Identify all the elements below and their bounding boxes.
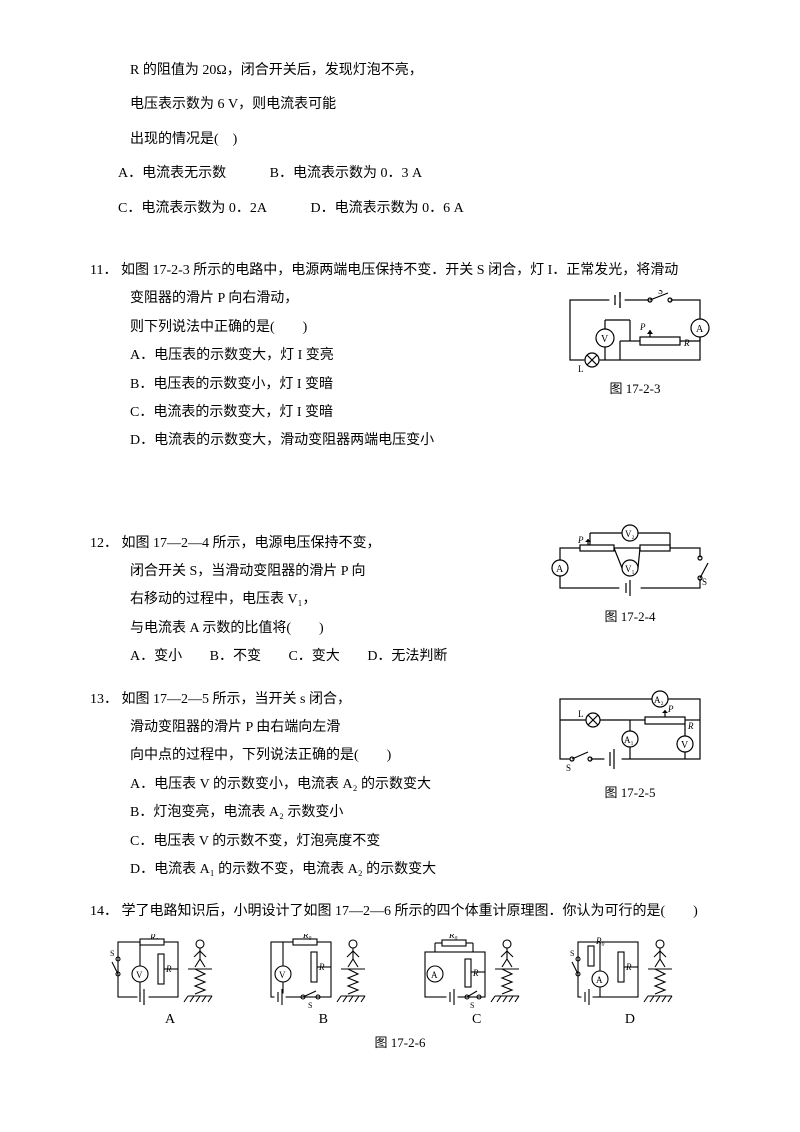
q10-opt-a: A．电流表无示数 — [118, 163, 226, 185]
q10-line2: 电压表示数为 6 V，则电流表可能 — [130, 94, 710, 116]
svg-text:S: S — [566, 763, 571, 773]
svg-text:A: A — [556, 564, 564, 575]
q10-line3: 出现的情况是( ) — [130, 129, 710, 151]
svg-text:S: S — [658, 290, 663, 296]
circuit-diagram-11: S A V L P R — [560, 290, 710, 375]
svg-text:P: P — [577, 535, 584, 545]
q13-opt-d: D．电流表 A₁ 的示数不变，电流表 A₂ 的示数变大 — [130, 859, 710, 881]
circuit-diagram-14c: R₀ A R S — [417, 934, 537, 1009]
q14-opt-c: C — [417, 1009, 537, 1031]
svg-text:S: S — [470, 1001, 474, 1009]
circuit-diagram-12: V₂ A P V₁ S — [550, 523, 710, 603]
q14-num: 14． — [90, 904, 118, 919]
q14-opt-b: B — [263, 1009, 383, 1031]
q12-opt-c: C．变大 — [288, 646, 339, 668]
question-13: A₂ L P R A₁ V — [90, 689, 710, 882]
q12-opt-b: B．不变 — [210, 646, 261, 668]
fig-caption-14: 图 17-2-6 — [90, 1033, 710, 1054]
circuit-diagram-13: A₂ L P R A₁ V — [550, 689, 710, 779]
q14-stem: 学了电路知识后，小明设计了如图 17—2—6 所示的四个体重计原理图．你认为可行… — [122, 904, 698, 919]
svg-text:A: A — [596, 975, 603, 985]
circuit-diagram-14a: R₀ S V R — [110, 934, 230, 1009]
svg-text:R: R — [472, 968, 479, 978]
svg-text:A: A — [431, 970, 438, 980]
q12-num: 12． — [90, 536, 118, 551]
fig-caption-12: 图 17-2-4 — [550, 607, 710, 628]
svg-text:A: A — [696, 324, 704, 335]
q10-opt-b: B．电流表示数为 0．3 A — [270, 163, 422, 185]
q11-num: 11． — [90, 263, 117, 278]
svg-text:P: P — [639, 322, 646, 332]
q11-stem: 如图 17-2-3 所示的电路中，电源两端电压保持不变．开关 S 闭合，灯 I．… — [121, 263, 678, 278]
circuit-diagram-14d: R₀ S A R — [570, 934, 690, 1009]
q13-opt-b: B．灯泡变亮，电流表 A₂ 示数变小 — [130, 802, 710, 824]
svg-text:L: L — [578, 364, 584, 374]
fig-caption-11: 图 17-2-3 — [560, 379, 710, 400]
svg-text:V: V — [601, 334, 609, 345]
q13-opt-c: C．电压表 V 的示数不变，灯泡亮度不变 — [130, 831, 710, 853]
svg-text:P: P — [667, 704, 674, 714]
svg-text:V: V — [136, 970, 143, 980]
fig-caption-13: 图 17-2-5 — [550, 783, 710, 804]
svg-text:A₂: A₂ — [654, 695, 664, 705]
q13-stem: 如图 17—2—5 所示，当开关 s 闭合， — [122, 692, 351, 707]
q11-opt-c: C．电流表的示数变大，灯 I 变暗 — [130, 402, 710, 424]
question-12: V₂ A P V₁ S — [90, 533, 710, 669]
q10-line1: R 的阻值为 20Ω，闭合开关后，发现灯泡不亮， — [130, 60, 710, 82]
svg-text:V: V — [681, 740, 689, 751]
q12-opt-a: A．变小 — [130, 646, 182, 668]
svg-text:S: S — [308, 1001, 312, 1009]
q12-opt-d: D．无法判断 — [367, 646, 447, 668]
q14-opt-a: A — [110, 1009, 230, 1031]
svg-text:R: R — [683, 338, 690, 348]
q10-opt-d: D．电流表示数为 0．6 A — [310, 198, 463, 220]
svg-text:A₁: A₁ — [624, 735, 634, 745]
q14-diagrams: R₀ S V R — [110, 934, 690, 1031]
question-14: 14． 学了电路知识后，小明设计了如图 17—2—6 所示的四个体重计原理图．你… — [90, 901, 710, 1054]
q12-stem: 如图 17—2—4 所示，电源电压保持不变， — [122, 536, 381, 551]
q11-opt-d: D．电流表的示数变大，滑动变阻器两端电压变小 — [130, 430, 710, 452]
question-10-tail: R 的阻值为 20Ω，闭合开关后，发现灯泡不亮， 电压表示数为 6 V，则电流表… — [90, 60, 710, 220]
svg-text:V: V — [279, 970, 286, 980]
svg-text:V₂: V₂ — [625, 529, 635, 539]
circuit-diagram-14b: R₀ V R S — [263, 934, 383, 1009]
svg-text:V₁: V₁ — [625, 564, 635, 574]
q10-opt-c: C．电流表示数为 0．2A — [118, 198, 267, 220]
q14-opt-d: D — [570, 1009, 690, 1031]
svg-text:L: L — [578, 709, 584, 719]
svg-text:S: S — [570, 949, 574, 958]
svg-text:S: S — [110, 949, 114, 958]
svg-text:R₀: R₀ — [302, 934, 312, 940]
svg-text:R: R — [687, 721, 694, 731]
q13-num: 13． — [90, 692, 118, 707]
question-11: S A V L P R — [90, 260, 710, 453]
svg-text:S: S — [702, 577, 707, 587]
svg-text:R₀: R₀ — [448, 934, 458, 940]
